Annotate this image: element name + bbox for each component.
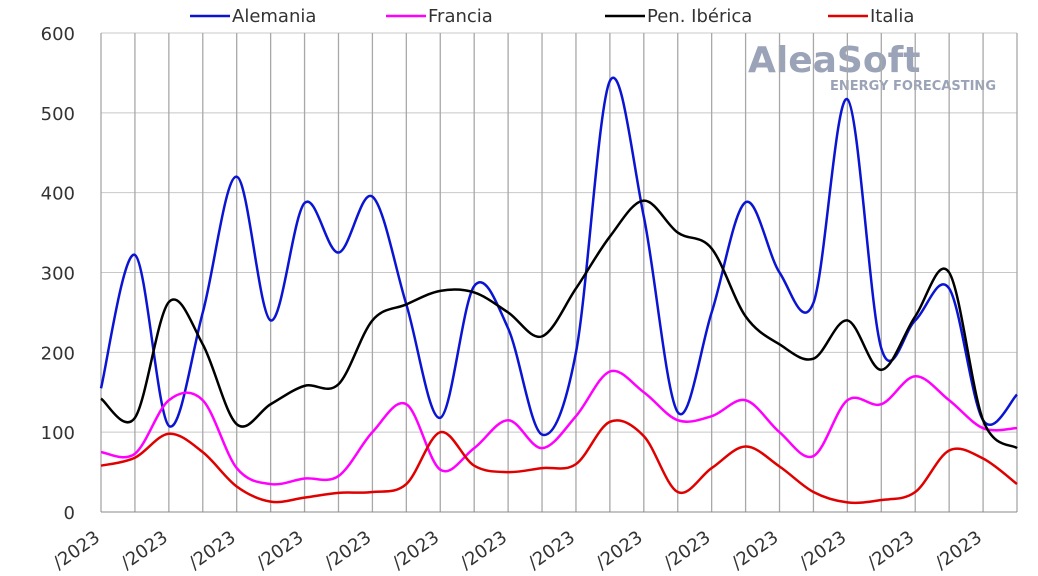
series-line [100, 419, 1018, 505]
x-tick-label: /2023 [185, 527, 240, 574]
legend-label: Alemania [232, 6, 316, 27]
x-tick-label: /2023 [728, 527, 783, 574]
watermark-brand: AleaSoft [748, 40, 920, 81]
y-tick-label: 100 [41, 423, 75, 444]
y-tick-label: 0 [64, 503, 75, 524]
x-tick-label: /2023 [796, 527, 851, 574]
y-tick-label: 600 [41, 24, 75, 45]
y-tick-label: 400 [41, 184, 75, 205]
x-tick-label: /2023 [117, 527, 172, 574]
x-tick-label: /2023 [49, 527, 104, 574]
series-line [100, 369, 1018, 486]
x-tick-label: /2023 [931, 527, 986, 574]
y-tick-label: 500 [41, 104, 75, 125]
watermark-tagline: ENERGY FORECASTING [830, 79, 996, 94]
x-tick-label: /2023 [456, 527, 511, 574]
series-line [99, 76, 1018, 437]
y-tick-label: 200 [41, 343, 75, 364]
legend-label: Francia [428, 6, 493, 27]
y-tick-label: 300 [41, 264, 75, 285]
series-line [100, 199, 1018, 450]
x-tick-label: /2023 [321, 527, 376, 574]
x-tick-label: /2023 [592, 527, 647, 574]
x-tick-label: /2023 [660, 527, 715, 574]
legend-label: Italia [870, 6, 914, 27]
x-tick-label: /2023 [253, 527, 308, 574]
legend-label: Pen. Ibérica [647, 6, 752, 27]
x-tick-label: /2023 [864, 527, 919, 574]
x-tick-label: /2023 [524, 527, 579, 574]
x-tick-label: /2023 [389, 527, 444, 574]
